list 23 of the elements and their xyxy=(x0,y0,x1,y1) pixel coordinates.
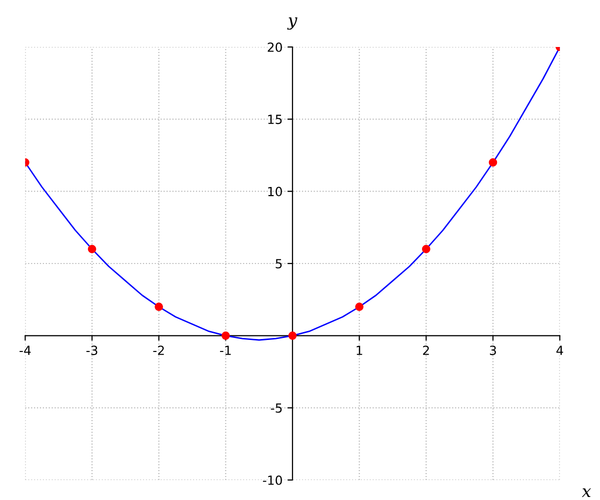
x-tick-label: -3 xyxy=(86,346,98,356)
point xyxy=(422,244,430,254)
y-tick-label: 5 xyxy=(276,259,282,268)
x-tick-label: -1 xyxy=(220,346,231,355)
x-tick-label: 3 xyxy=(490,346,496,356)
point xyxy=(355,302,364,311)
point xyxy=(88,244,96,254)
x-tick-label: 2 xyxy=(423,346,429,355)
point xyxy=(222,332,230,340)
y-axis-title: y xyxy=(287,17,298,30)
x-axis-title: x xyxy=(582,488,591,497)
y-tick-label: 10 xyxy=(268,186,282,196)
x-tick-label: 1 xyxy=(356,346,362,355)
point xyxy=(154,302,164,311)
x-tick-label: -2 xyxy=(153,346,164,355)
y-tick-label: -5 xyxy=(270,403,282,413)
y-tick-label: 20 xyxy=(268,42,282,52)
y-tick-label: 15 xyxy=(268,114,282,124)
x-tick-label: 4 xyxy=(556,346,564,355)
x-tick-label: -4 xyxy=(20,346,31,355)
point xyxy=(288,332,297,340)
y-tick-label: -10 xyxy=(262,475,282,485)
point xyxy=(488,158,498,167)
